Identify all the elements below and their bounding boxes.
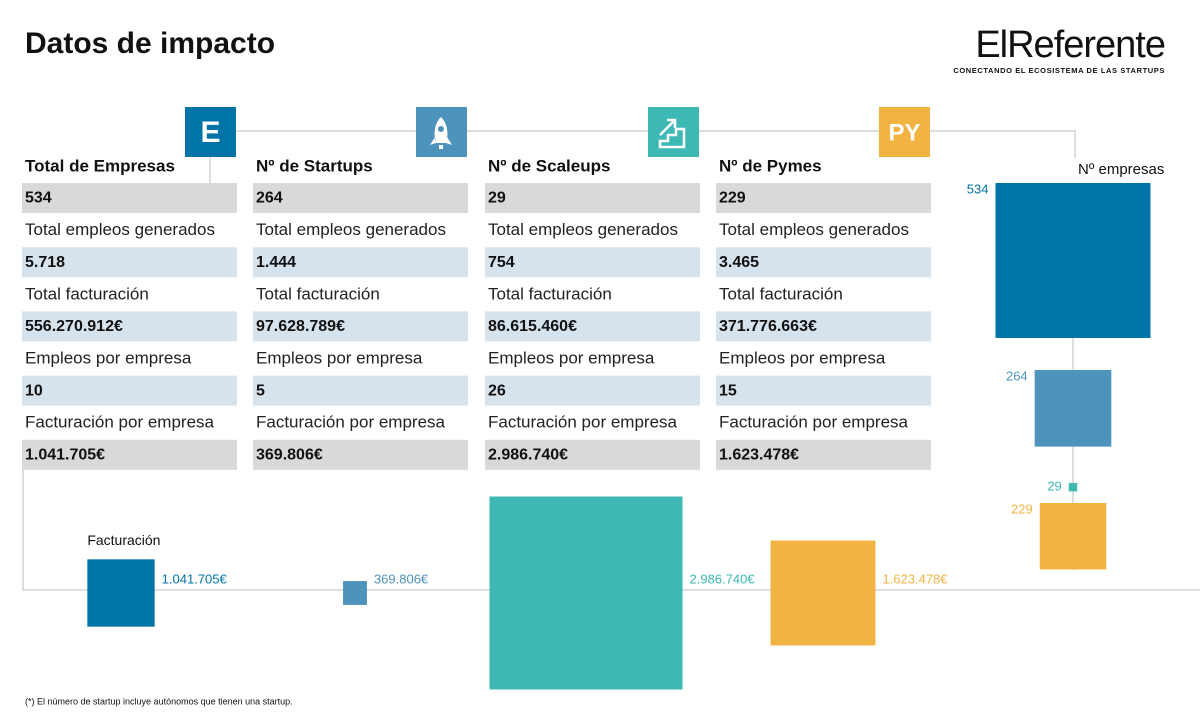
- cell-value: 3.465: [719, 254, 759, 271]
- cell-label: Total empleos generados: [719, 220, 909, 239]
- value-label: 2.986.740€: [690, 571, 756, 586]
- cell-label: Facturación por empresa: [719, 413, 909, 432]
- cell-label: Total empleos generados: [256, 220, 446, 239]
- value-row: [22, 247, 237, 278]
- value-row: [253, 247, 468, 278]
- cell-value: 371.776.663€: [719, 318, 817, 335]
- value-label: 29: [1047, 479, 1061, 494]
- cell-label: Facturación por empresa: [488, 413, 678, 432]
- cell-value: 1.444: [256, 254, 296, 271]
- title: Datos de impacto: [25, 27, 275, 60]
- value-row: [485, 247, 700, 278]
- cell-label: Empleos por empresa: [719, 348, 886, 367]
- value-row: [253, 183, 468, 213]
- value-row: [716, 439, 931, 470]
- value-row: [22, 311, 237, 342]
- cell-value: 754: [488, 254, 515, 271]
- cell-label: Facturación por empresa: [25, 413, 215, 432]
- cell-value: 2.986.740€: [488, 447, 568, 464]
- stairs-icon: [658, 127, 686, 149]
- cell-value: 15: [719, 382, 737, 399]
- icon-label: PY: [888, 119, 920, 146]
- footnote: (*) El número de startup incluye autónom…: [25, 696, 293, 706]
- square: [995, 183, 1151, 338]
- cell-value: 264: [256, 190, 283, 207]
- value-row: [485, 439, 700, 470]
- column-heading: Nº de Startups: [256, 156, 373, 175]
- cell-value: 29: [488, 190, 506, 207]
- rocket-icon: [430, 117, 452, 149]
- cell-label: Total empleos generados: [25, 220, 215, 239]
- arrow-icon: [659, 118, 677, 136]
- icon-box: [185, 107, 236, 157]
- value-row: [253, 375, 468, 406]
- cell-value: 369.806€: [256, 447, 323, 464]
- value-row: [22, 439, 237, 470]
- tagline: CONECTANDO EL ECOSISTEMA DE LAS STARTUPS: [953, 66, 1165, 75]
- cell-value: 229: [719, 190, 746, 207]
- square: [1068, 483, 1078, 492]
- value-row: [22, 183, 237, 213]
- value-label: 229: [1011, 501, 1033, 516]
- cell-value: 26: [488, 382, 506, 399]
- cell-label: Total empleos generados: [488, 220, 678, 239]
- cell-value: 5.718: [25, 254, 65, 271]
- cell-value: 10: [25, 382, 43, 399]
- column-heading: Nº de Scaleups: [488, 156, 610, 175]
- chart-title: Nº empresas: [1078, 161, 1164, 178]
- chart-title: Facturación: [87, 532, 160, 548]
- value-label: 1.623.478€: [882, 571, 948, 586]
- cell-label: Total facturación: [719, 284, 843, 303]
- cell-label: Total facturación: [488, 284, 612, 303]
- icon-box: [648, 107, 699, 157]
- value-row: [716, 183, 931, 213]
- column-heading: Nº de Pymes: [719, 156, 822, 175]
- value-label: 264: [1006, 368, 1028, 383]
- logo: ElReferente: [975, 24, 1165, 66]
- cell-label: Empleos por empresa: [488, 348, 655, 367]
- value-row: [253, 439, 468, 470]
- cell-label: Empleos por empresa: [25, 348, 192, 367]
- cell-value: 1.623.478€: [719, 447, 799, 464]
- value-row: [716, 311, 931, 342]
- icon-label: E: [200, 116, 220, 149]
- value-row: [253, 311, 468, 342]
- rocket-window: [438, 126, 444, 132]
- cell-value: 5: [256, 382, 265, 399]
- square: [343, 581, 367, 605]
- square: [770, 540, 876, 646]
- square: [1034, 370, 1112, 447]
- value-row: [716, 375, 931, 406]
- value-row: [22, 375, 237, 406]
- square: [489, 496, 683, 690]
- value-label: 369.806€: [374, 571, 429, 586]
- cell-value: 534: [25, 190, 52, 207]
- value-label: 1.041.705€: [162, 571, 228, 586]
- value-row: [716, 247, 931, 278]
- cell-value: 1.041.705€: [25, 447, 105, 464]
- icon-box: [879, 107, 930, 157]
- value-label: 534: [967, 181, 989, 196]
- square: [1039, 503, 1107, 570]
- cell-label: Empleos por empresa: [256, 348, 423, 367]
- cell-label: Total facturación: [25, 284, 149, 303]
- cell-label: Total facturación: [256, 284, 380, 303]
- cell-value: 97.628.789€: [256, 318, 345, 335]
- cell-label: Facturación por empresa: [256, 413, 446, 432]
- cell-value: 556.270.912€: [25, 318, 123, 335]
- column-heading: Total de Empresas: [25, 156, 175, 175]
- value-row: [485, 183, 700, 213]
- value-row: [485, 311, 700, 342]
- cell-value: 86.615.460€: [488, 318, 577, 335]
- connector: [210, 130, 1076, 158]
- value-row: [485, 375, 700, 406]
- square: [87, 559, 155, 627]
